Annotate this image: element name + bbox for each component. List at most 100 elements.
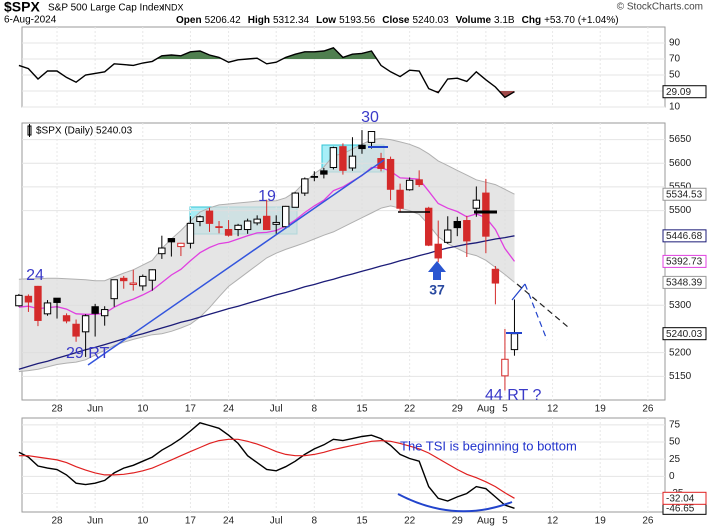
y-tick-label: 75: [669, 420, 681, 431]
x-tick-label: 12: [547, 404, 559, 415]
symbol: $SPX: [4, 0, 40, 15]
y-tick-label: 70: [669, 54, 681, 65]
bottom-curve: [397, 493, 513, 513]
candle-body: [424, 207, 433, 246]
band-lower-label: 5348.39: [666, 278, 703, 289]
candle-body: [72, 323, 80, 337]
candle-body: [386, 158, 395, 190]
rsi-line: [18, 46, 515, 99]
candle-body: [291, 192, 299, 208]
annotation: 29 RT: [66, 345, 110, 362]
quote-value: 5206.42: [205, 15, 242, 26]
quote-label: Chg: [522, 15, 541, 26]
x-tick-label: 10: [137, 404, 149, 415]
candle-body: [320, 170, 328, 175]
x-tick-label: 10: [137, 516, 149, 527]
x-tick-label: 17: [185, 516, 197, 527]
candle-body: [253, 218, 261, 224]
quote-label: Volume: [456, 15, 492, 26]
x-tick-label: 28: [51, 404, 63, 415]
candle-body: [205, 210, 214, 224]
candle-body: [196, 216, 204, 222]
index-name: S&P 500 Large Cap Index: [48, 3, 164, 14]
x-tick-label: 29: [452, 404, 464, 415]
close-box: [662, 327, 707, 341]
candle-body: [62, 315, 71, 322]
quote-value: 3.1B: [494, 15, 515, 26]
x-tick-label: 26: [642, 404, 654, 415]
ma-slow-label: 5446.68: [666, 231, 703, 242]
x-tick-label: Jul: [270, 404, 283, 415]
x-tick-label: 12: [547, 516, 559, 527]
candle-body: [215, 226, 223, 228]
y-tick-label: 5550: [669, 182, 692, 193]
candle-body: [272, 221, 280, 225]
candle-body: [491, 268, 500, 284]
candle-body: [472, 199, 481, 209]
projection: [516, 283, 569, 328]
annotation: 30: [361, 109, 379, 126]
candle-body: [15, 294, 23, 307]
band-upper-box: [662, 187, 707, 201]
x-tick-label: 22: [404, 404, 416, 415]
y-tick-label: 90: [669, 38, 681, 49]
band-lower-box: [662, 275, 707, 289]
x-tick-label: Aug: [477, 516, 495, 527]
y-tick-label: 5500: [669, 205, 692, 216]
candle-body: [148, 269, 157, 281]
candle-body: [91, 306, 99, 314]
tsi-annotation: The TSI is beginning to bottom: [400, 438, 577, 453]
quote-value: 5312.34: [273, 15, 310, 26]
candle-body: [120, 277, 128, 282]
moving-average: [18, 235, 515, 370]
x-tick-label: 24: [223, 404, 235, 415]
x-tick-label: 26: [642, 516, 654, 527]
candle-body: [329, 147, 338, 169]
quote-value: +53.70 (+1.04%): [544, 15, 619, 26]
x-tick-label: Jun: [87, 404, 103, 415]
candle-body: [186, 222, 195, 244]
last-value-box: [662, 491, 707, 505]
y-tick-label: 50: [669, 437, 681, 448]
x-tick-label: Aug: [477, 404, 495, 415]
y-tick-label: 5300: [669, 300, 692, 311]
y-tick-label: 5150: [669, 371, 692, 382]
x-tick-label: 15: [356, 404, 368, 415]
x-tick-label: 22: [404, 516, 416, 527]
x-tick-label: Jun: [87, 516, 103, 527]
ma-fast-box: [662, 254, 707, 268]
y-tick-label: 5600: [669, 158, 692, 169]
x-tick-label: 19: [595, 404, 607, 415]
x-tick-label: 8: [312, 404, 318, 415]
candle-body: [405, 179, 414, 191]
x-tick-label: 8: [312, 516, 318, 527]
candle-body: [348, 155, 357, 169]
candle-body: [415, 179, 423, 186]
candle-body: [482, 192, 490, 237]
candle-body: [24, 295, 33, 303]
ma-slow-box: [662, 229, 707, 243]
candle-body: [167, 238, 176, 243]
candle-body: [139, 275, 147, 287]
candle-body: [453, 220, 461, 229]
x-tick-label: 5: [502, 404, 508, 415]
x-tick-label: 15: [356, 516, 368, 527]
quote-label: Low: [316, 15, 336, 26]
quote-label: Close: [382, 15, 410, 26]
quote-label: Open: [176, 15, 202, 26]
quote: Open 5206.42 High 5312.34 Low 5193.56 Close 524…: [176, 15, 619, 26]
trend-line: [87, 159, 385, 366]
y-tick-label: 0: [669, 471, 675, 482]
candle-body: [358, 144, 366, 150]
close-label: 5240.03: [666, 329, 703, 340]
x-tick-label: 5: [502, 516, 508, 527]
candle-body: [367, 131, 376, 143]
annotation: 19: [258, 188, 276, 205]
candle-body: [100, 309, 109, 317]
x-tick-label: Jul: [270, 516, 283, 527]
arrow: [433, 271, 441, 280]
tsi-line: [18, 438, 515, 499]
last-value-box: [662, 85, 707, 99]
candle-body: [224, 229, 233, 236]
x-tick-label: 24: [223, 516, 235, 527]
